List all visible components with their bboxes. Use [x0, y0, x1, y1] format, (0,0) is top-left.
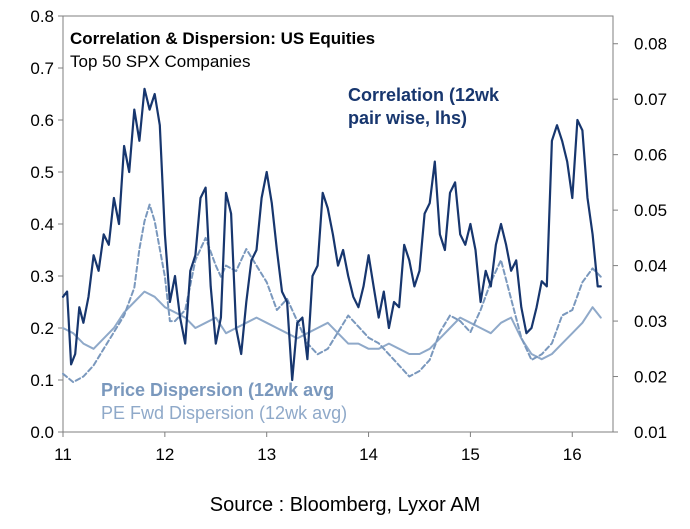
price-dispersion-label: Price Dispersion (12wk avg	[101, 380, 334, 400]
left-y-axis: 0.0 0.1 0.2 0.3 0.4 0.5 0.6 0.7 0.8	[30, 7, 63, 442]
left-tick-label: 0.3	[30, 267, 54, 286]
series-layer	[61, 87, 602, 384]
x-tick-label: 16	[563, 445, 582, 464]
x-tick-label: 13	[257, 445, 276, 464]
correlation-label-line1: Correlation (12wk	[348, 85, 500, 105]
pe-dispersion-label: PE Fwd Dispersion (12wk avg)	[101, 403, 347, 423]
left-tick-label: 0.8	[30, 7, 54, 26]
right-tick-label: 0.05	[634, 201, 667, 220]
right-tick-label: 0.06	[634, 146, 667, 165]
chart-title: Correlation & Dispersion: US Equities	[70, 29, 375, 48]
correlation-line	[61, 87, 602, 382]
x-tick-label: 15	[461, 445, 480, 464]
left-tick-label: 0.6	[30, 111, 54, 130]
correlation-label-line2: pair wise, lhs)	[348, 108, 467, 128]
x-tick-label: 14	[359, 445, 378, 464]
x-axis: 11 12 13 14 15 16	[54, 432, 582, 464]
x-tick-label: 12	[155, 445, 174, 464]
right-tick-label: 0.03	[634, 312, 667, 331]
left-tick-label: 0.7	[30, 59, 54, 78]
right-tick-label: 0.02	[634, 368, 667, 387]
left-tick-label: 0.5	[30, 163, 54, 182]
right-tick-label: 0.04	[634, 257, 667, 276]
pe-fwd-dispersion-line	[62, 290, 602, 361]
right-tick-label: 0.01	[634, 423, 667, 442]
left-tick-label: 0.0	[30, 423, 54, 442]
right-tick-label: 0.07	[634, 90, 667, 109]
right-y-axis: 0.01 0.02 0.03 0.04 0.05 0.06 0.07 0.08	[613, 35, 667, 442]
left-tick-label: 0.4	[30, 215, 54, 234]
chart-subtitle: Top 50 SPX Companies	[70, 52, 251, 71]
right-tick-label: 0.08	[634, 35, 667, 54]
x-tick-label: 11	[54, 445, 72, 464]
left-tick-label: 0.2	[30, 319, 54, 338]
left-tick-label: 0.1	[30, 371, 54, 390]
source-note: Source : Bloomberg, Lyxor AM	[209, 494, 481, 516]
